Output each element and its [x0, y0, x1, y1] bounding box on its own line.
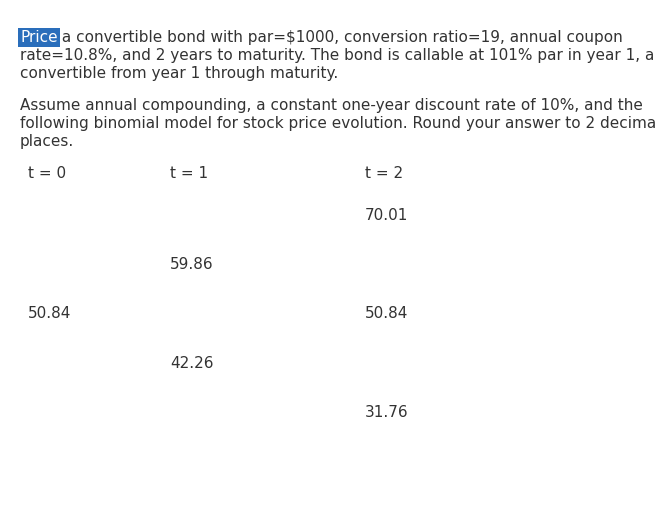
Text: t = 2: t = 2	[365, 166, 403, 181]
Text: 59.86: 59.86	[170, 257, 214, 272]
Text: following binomial model for stock price evolution. Round your answer to 2 decim: following binomial model for stock price…	[20, 116, 655, 131]
Text: a convertible bond with par=$1000, conversion ratio=19, annual coupon: a convertible bond with par=$1000, conve…	[57, 30, 623, 45]
Text: Assume annual compounding, a constant one-year discount rate of 10%, and the: Assume annual compounding, a constant on…	[20, 98, 643, 113]
Text: rate=10.8%, and 2 years to maturity. The bond is callable at 101% par in year 1,: rate=10.8%, and 2 years to maturity. The…	[20, 48, 655, 63]
Text: 31.76: 31.76	[365, 405, 409, 420]
Text: Price: Price	[20, 30, 58, 45]
Text: 50.84: 50.84	[365, 306, 408, 321]
Text: 42.26: 42.26	[170, 356, 214, 371]
Text: t = 0: t = 0	[28, 166, 66, 181]
Text: convertible from year 1 through maturity.: convertible from year 1 through maturity…	[20, 66, 338, 81]
Text: t = 1: t = 1	[170, 166, 208, 181]
Text: 50.84: 50.84	[28, 306, 71, 321]
Text: 70.01: 70.01	[365, 208, 408, 223]
Text: places.: places.	[20, 134, 74, 149]
